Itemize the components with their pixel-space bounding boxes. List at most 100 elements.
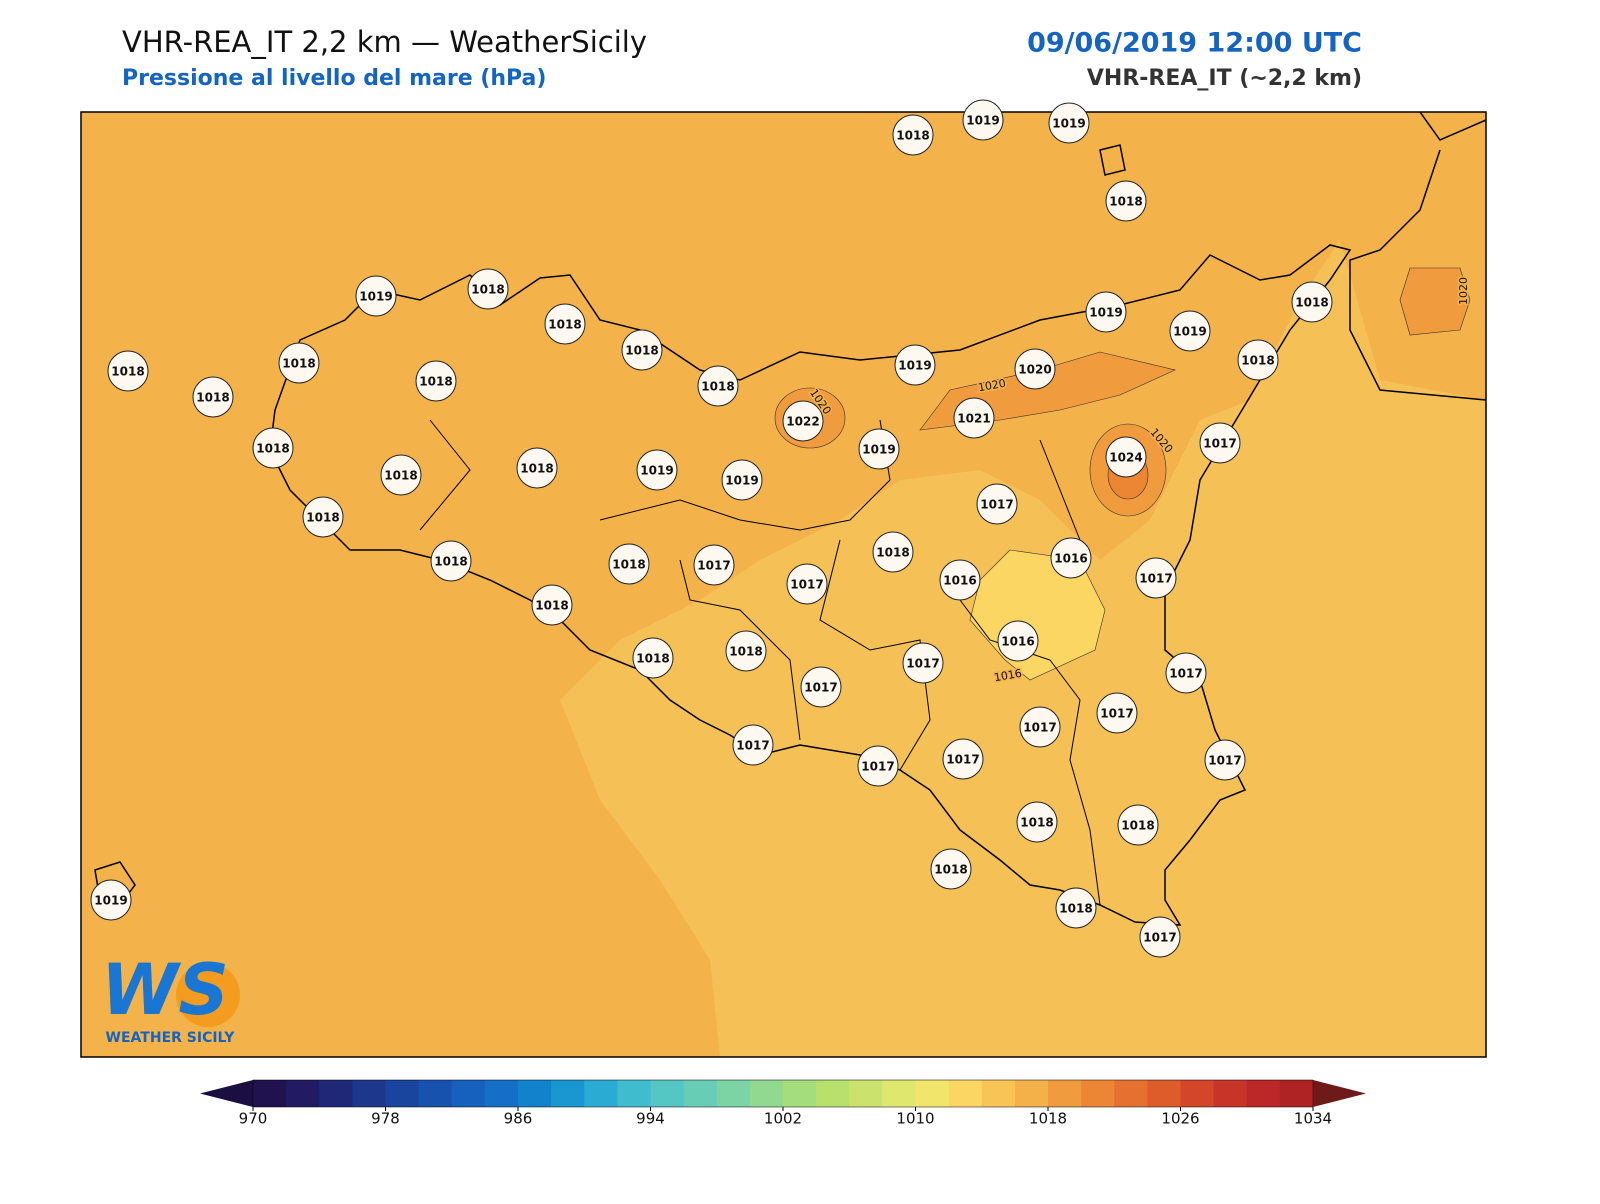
colorbar-bin <box>948 1080 983 1107</box>
station-value: 1018 <box>384 469 417 483</box>
station-marker <box>544 303 586 345</box>
station-marker <box>939 559 981 601</box>
map-frame <box>80 111 1487 1058</box>
station-value: 1019 <box>862 443 895 457</box>
station-marker <box>857 745 899 787</box>
colorbar-bin <box>650 1080 685 1107</box>
colorbar-bin <box>1114 1080 1148 1107</box>
colorbar-tick-label: 1018 <box>1029 1110 1067 1128</box>
coastline <box>269 244 1352 926</box>
station-marker <box>1055 887 1097 929</box>
station-value: 1022 <box>786 415 819 429</box>
contour-1020 <box>1399 267 1471 336</box>
station-marker <box>632 637 674 679</box>
colorbar-bin <box>716 1080 751 1107</box>
station-value: 1017 <box>1208 754 1241 768</box>
station-marker <box>415 360 457 402</box>
colorbar-bin <box>352 1080 386 1107</box>
station-marker <box>1014 348 1056 390</box>
colorbar-bin <box>418 1080 453 1107</box>
station-marker <box>90 879 132 921</box>
station-marker <box>621 329 663 371</box>
station-value: 1019 <box>1173 325 1206 339</box>
subtitle: Pressione al livello del mare (hPa) <box>122 66 546 91</box>
coastline-calabria <box>1349 112 1486 401</box>
colorbar-tick-label: 1010 <box>896 1110 934 1128</box>
station-marker <box>1050 537 1092 579</box>
station-marker <box>107 350 149 392</box>
station-value: 1017 <box>736 739 769 753</box>
logo: WS WEATHER SICILY <box>101 949 240 1046</box>
colorbar-bin <box>253 1080 287 1107</box>
station-marker <box>516 447 558 489</box>
station-value: 1018 <box>306 511 339 525</box>
colorbar-tick-label: 978 <box>371 1110 400 1128</box>
station-marker <box>732 724 774 766</box>
station-marker <box>997 620 1039 662</box>
colorbar-bin <box>286 1080 320 1107</box>
colorbar-bin <box>617 1080 651 1107</box>
station-value: 1018 <box>876 546 909 560</box>
colorbar-bin <box>1279 1080 1314 1107</box>
datetime: 09/06/2019 12:00 UTC <box>1027 28 1362 59</box>
station-marker <box>252 427 294 469</box>
colorbar-bin <box>1081 1080 1115 1107</box>
station-marker <box>930 848 972 890</box>
station-marker <box>636 449 678 491</box>
station-value: 1017 <box>906 657 939 671</box>
station-value: 1016 <box>1054 552 1087 566</box>
station-value: 1018 <box>111 365 144 379</box>
station-value: 1019 <box>898 359 931 373</box>
logo-mark: WS <box>101 949 229 1031</box>
station-marker <box>1016 801 1058 843</box>
station-value: 1018 <box>625 344 658 358</box>
station-value: 1018 <box>535 599 568 613</box>
station-marker <box>697 365 739 407</box>
station-value: 1019 <box>640 464 673 478</box>
station-value: 1017 <box>1203 437 1236 451</box>
station-value: 1024 <box>1109 451 1142 465</box>
station-value: 1017 <box>980 498 1013 512</box>
station-value: 1018 <box>548 318 581 332</box>
stations: 1018 1019 1019 1018 1019 1018 1018 1018 1018 1018… <box>90 99 1472 958</box>
station-marker <box>355 275 397 317</box>
colorbar-tick-label: 1034 <box>1294 1110 1332 1128</box>
colorbar-tick-label: 994 <box>636 1110 665 1128</box>
colorbar-bin <box>319 1080 353 1107</box>
station-marker <box>1237 339 1279 381</box>
colorbar-bin <box>518 1080 552 1107</box>
province-borders <box>419 419 1101 906</box>
station-marker <box>872 531 914 573</box>
station-marker <box>1117 804 1159 846</box>
colorbar-bin <box>1048 1080 1082 1107</box>
colorbar-bin <box>882 1080 916 1107</box>
station-marker <box>902 642 944 684</box>
station-value: 1017 <box>697 559 730 573</box>
station-value: 1018 <box>896 129 929 143</box>
station-value: 1019 <box>725 474 758 488</box>
map <box>81 112 1486 1057</box>
colorbar-bin <box>1147 1080 1181 1107</box>
station-value: 1017 <box>1139 572 1172 586</box>
station-marker <box>976 483 1018 525</box>
station-value: 1018 <box>1241 354 1274 368</box>
station-value: 1021 <box>957 412 990 426</box>
colorbar-under <box>200 1080 253 1107</box>
title: VHR-REA_IT 2,2 km — WeatherSicily <box>122 25 647 59</box>
station-value: 1018 <box>520 462 553 476</box>
colorbar-tick-label: 970 <box>239 1110 268 1128</box>
station-marker <box>892 114 934 156</box>
logo-sun <box>176 963 240 1027</box>
colorbar-bin <box>1246 1080 1281 1107</box>
station-marker <box>693 544 735 586</box>
colorbar-bin <box>451 1080 486 1107</box>
station-marker <box>192 376 234 418</box>
station-marker <box>786 563 828 605</box>
station-marker <box>1135 557 1177 599</box>
station-value: 1018 <box>471 283 504 297</box>
colorbar-bin <box>849 1080 883 1107</box>
contour-label: 1020 <box>1457 277 1470 305</box>
station-value: 1018 <box>1295 296 1328 310</box>
station-value: 1019 <box>94 894 127 908</box>
